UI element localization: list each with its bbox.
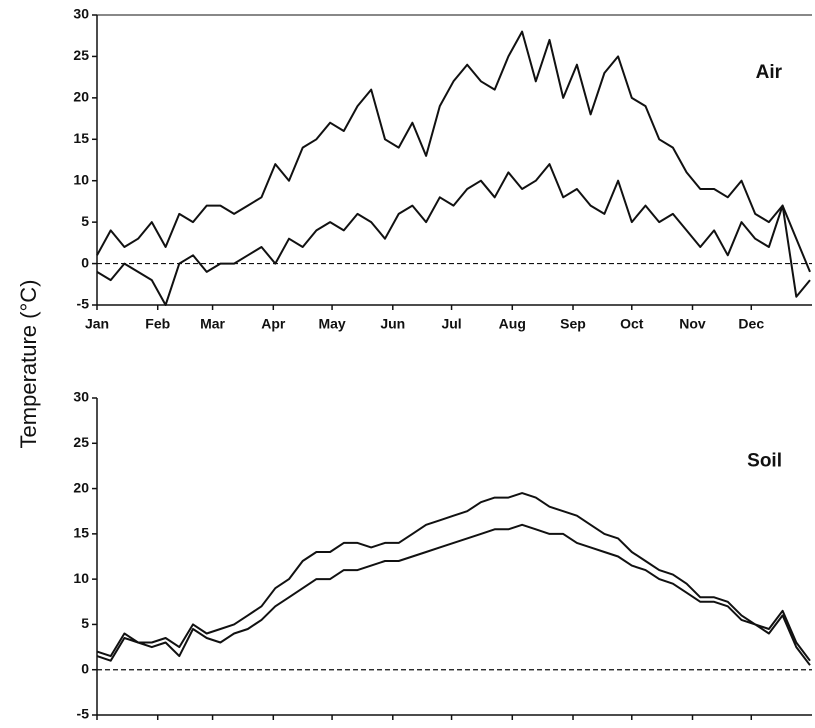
x-tick-label: Dec	[738, 316, 764, 332]
x-tick-label: Mar	[200, 316, 225, 332]
x-tick-label: Jun	[380, 726, 405, 728]
y-tick-label: 20	[73, 479, 89, 495]
panel-label: Soil	[747, 450, 782, 471]
x-tick-label: Apr	[261, 316, 286, 332]
x-tick-label: Jul	[441, 726, 461, 728]
line	[96, 30, 811, 273]
x-tick-label: Feb	[145, 726, 170, 728]
x-tick-label: May	[318, 316, 345, 332]
line	[96, 163, 811, 306]
x-tick-label: Sep	[560, 316, 586, 332]
line	[96, 523, 811, 666]
x-tick-label: Apr.	[260, 726, 287, 728]
x-tick-label: Aug	[499, 726, 526, 728]
y-tick-label: 15	[73, 525, 89, 541]
y-tick-label: 20	[73, 89, 89, 105]
x-tick-label: Feb	[145, 316, 170, 332]
y-tick-label: 15	[73, 130, 89, 146]
y-tick-label: 10	[73, 570, 89, 586]
y-tick-label: 25	[73, 47, 89, 63]
x-tick-label: Sep	[560, 726, 586, 728]
x-tick-label: Oct	[620, 726, 644, 728]
y-tick-label: 0	[81, 254, 89, 270]
y-tick-label: 25	[73, 434, 89, 450]
x-tick-label: Jun	[380, 316, 405, 332]
x-tick-label: Déc	[738, 726, 764, 728]
y-tick-label: 5	[81, 213, 89, 229]
y-tick-label: 0	[81, 660, 89, 676]
x-tick-label: Aug	[499, 316, 526, 332]
x-tick-label: Mar	[200, 726, 225, 728]
y-axis-label: Temperature (°C)	[16, 280, 41, 449]
x-tick-label: May	[318, 726, 345, 728]
x-tick-label: Oct	[620, 316, 644, 332]
y-tick-label: 10	[73, 171, 89, 187]
line	[96, 492, 811, 662]
x-tick-label: Jan	[85, 316, 109, 332]
x-tick-label: Jan	[85, 726, 109, 728]
x-tick-label: Jul	[441, 316, 461, 332]
y-tick-label: -5	[77, 706, 90, 722]
x-tick-label: Nov	[679, 726, 706, 728]
y-tick-label: -5	[77, 296, 90, 312]
x-tick-label: Nov	[679, 316, 706, 332]
y-tick-label: 30	[73, 389, 89, 405]
y-tick-label: 30	[73, 6, 89, 22]
panel-label: Air	[756, 62, 783, 83]
y-tick-label: 5	[81, 615, 89, 631]
